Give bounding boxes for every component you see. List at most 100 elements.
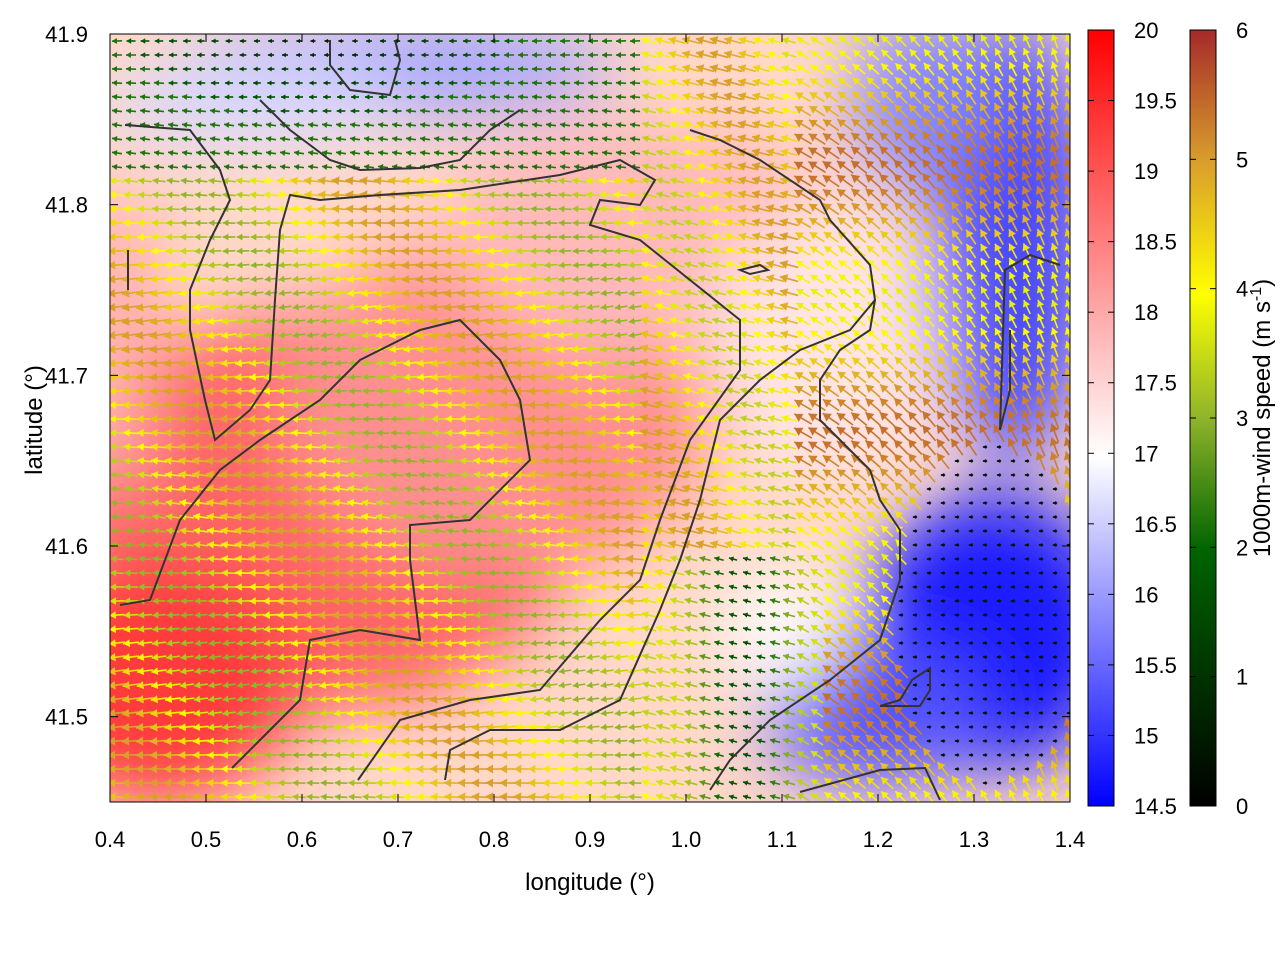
- wind-arrow-head: [249, 191, 257, 199]
- wind-arrow-head: [136, 246, 144, 256]
- wind-arrow-head: [407, 52, 412, 58]
- wind-arrow-head: [135, 288, 144, 298]
- wind-arrow-head: [895, 77, 903, 85]
- wind-arrow-head: [810, 50, 819, 58]
- wind-arrow-head: [613, 233, 621, 241]
- wind-arrow-head: [809, 106, 818, 114]
- wind-arrow-head: [709, 78, 719, 87]
- wind-arrow-head: [490, 52, 496, 58]
- wind-arrow-head: [1007, 144, 1017, 154]
- wind-arrow-head: [908, 187, 917, 197]
- wind-arrow-head: [431, 176, 439, 185]
- wind-arrow-head: [1036, 34, 1045, 42]
- wind-arrow-head: [151, 247, 158, 256]
- wind-arrow-head: [993, 186, 1002, 196]
- wind-arrow-head: [836, 160, 847, 170]
- wind-arrow-head: [810, 36, 819, 44]
- wind-arrow-head: [642, 107, 650, 115]
- wind-arrow-head: [294, 108, 300, 114]
- wind-arrow-head: [308, 108, 314, 114]
- wind-arrow-head: [476, 38, 482, 44]
- wind-arrow-head: [182, 94, 188, 100]
- wind-arrow-head: [310, 38, 315, 44]
- wind-arrow-head: [239, 52, 244, 58]
- wind-arrow-head: [866, 104, 875, 114]
- wind-arrow-head: [501, 233, 509, 241]
- wind-arrow-head: [767, 78, 775, 87]
- wind-arrow-head: [616, 122, 622, 128]
- wind-arrow-head: [532, 94, 538, 100]
- wind-arrow-head: [546, 94, 552, 100]
- wind-arrow-head: [602, 136, 608, 142]
- wind-arrow-head: [196, 136, 202, 142]
- wind-arrow-head: [448, 108, 454, 114]
- wind-arrow-head: [268, 38, 272, 44]
- wind-arrow-head: [238, 122, 244, 128]
- wind-arrow-head: [936, 145, 946, 155]
- wind-arrow-head: [879, 174, 889, 183]
- wind-arrow-head: [587, 38, 594, 44]
- wind-arrow-head: [865, 118, 875, 128]
- wind-arrow-head: [222, 233, 229, 241]
- wind-arrow-head: [110, 246, 116, 256]
- wind-arrow-head: [765, 204, 775, 213]
- wind-arrow-head: [387, 218, 396, 228]
- wind-arrow-head: [518, 122, 524, 128]
- wind-arrow-head: [308, 136, 314, 142]
- wind-arrow-head: [435, 52, 440, 58]
- wind-arrow-head: [923, 230, 932, 239]
- wind-arrow-head: [166, 205, 173, 213]
- wind-arrow-head: [211, 38, 216, 44]
- wind-arrow-head: [588, 122, 594, 128]
- wind-arrow-head: [1050, 88, 1059, 97]
- wind-arrow-head: [824, 64, 833, 72]
- wind-arrow-head: [809, 78, 818, 86]
- wind-arrow-head: [723, 134, 733, 143]
- wind-arrow-head: [794, 120, 804, 128]
- wind-arrow-head: [350, 136, 356, 142]
- wind-arrow-head: [668, 78, 677, 87]
- wind-arrow-head: [139, 66, 146, 72]
- wind-arrow-head: [252, 136, 258, 142]
- wind-arrow-head: [908, 173, 917, 183]
- wind-arrow-head: [276, 176, 284, 185]
- wind-arrow-head: [154, 94, 160, 100]
- wind-arrow-head: [121, 288, 130, 298]
- wind-arrow-head: [222, 177, 229, 185]
- wind-arrow-head: [407, 38, 412, 44]
- wind-arrow-head: [1049, 143, 1059, 153]
- wind-arrow-head: [909, 90, 918, 99]
- wind-arrow-head: [222, 219, 229, 227]
- wind-arrow-head: [779, 246, 789, 255]
- wind-arrow-head: [851, 132, 861, 142]
- wind-arrow-head: [126, 136, 132, 142]
- wind-arrow-head: [194, 205, 201, 213]
- wind-arrow-head: [443, 260, 452, 270]
- wind-arrow-head: [545, 80, 552, 86]
- wind-arrow-head: [196, 80, 202, 86]
- wind-arrow-head: [1049, 171, 1059, 181]
- wind-arrow-head: [781, 65, 789, 73]
- wind-arrow-head: [993, 172, 1003, 182]
- wind-arrow-head: [504, 136, 510, 142]
- wind-arrow-head: [766, 148, 775, 157]
- wind-arrow-head: [1008, 257, 1016, 266]
- wind-arrow-head: [779, 274, 789, 283]
- wind-arrow-head: [642, 149, 650, 157]
- wind-arrow-head: [980, 48, 988, 56]
- wind-arrow-head: [194, 233, 201, 241]
- wind-arrow-head: [980, 200, 988, 210]
- temperature-patch: [722, 571, 842, 692]
- wind-arrow-head: [782, 37, 790, 45]
- wind-arrow-head: [280, 164, 286, 170]
- wind-arrow-head: [1064, 115, 1070, 125]
- wind-arrow-head: [924, 49, 932, 57]
- wind-arrow-head: [264, 261, 271, 269]
- wind-arrow-head: [1050, 271, 1059, 280]
- wind-arrow-head: [752, 274, 761, 283]
- wind-arrow-head: [222, 261, 229, 269]
- wind-arrow-head: [154, 38, 160, 44]
- wind-arrow-head: [490, 136, 496, 142]
- wind-arrow-head: [684, 205, 692, 213]
- wind-arrow-head: [501, 261, 509, 269]
